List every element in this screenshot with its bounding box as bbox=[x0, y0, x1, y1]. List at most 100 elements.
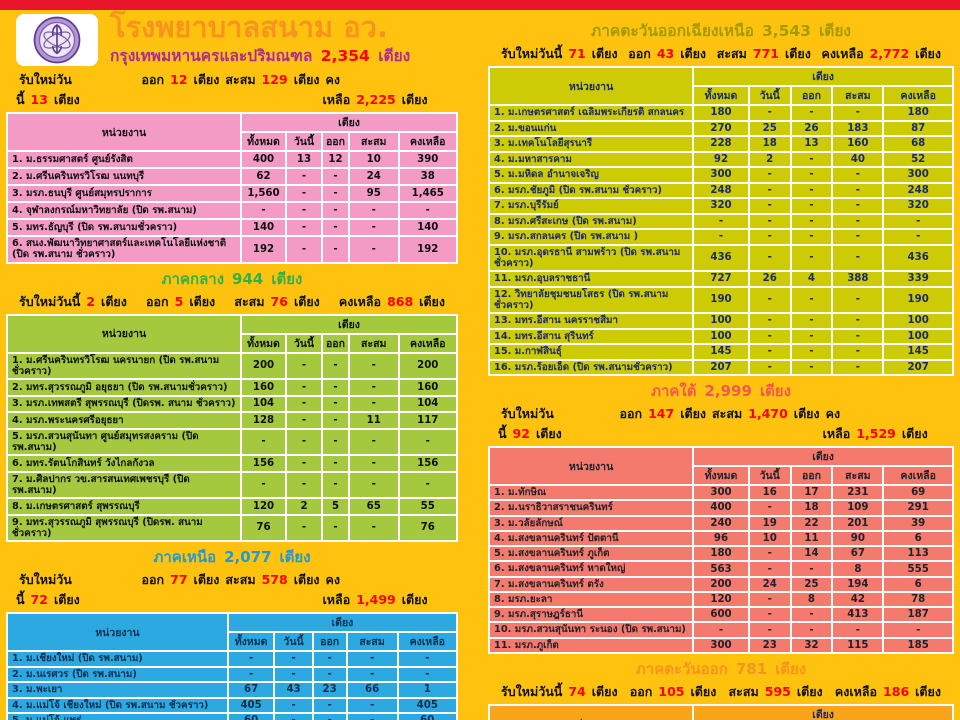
unit-name-cell: 16. มรภ.ร้อยเอ็ด (ปิด รพ.สนามชั่วคราว) bbox=[487, 358, 695, 377]
heading-suffix: เตียง bbox=[271, 269, 303, 288]
stat-new: รับใหม่วันนี้ 74 เตียง bbox=[498, 682, 621, 702]
region-heading: ภาคตะวันออก 781 เตียง bbox=[488, 657, 954, 681]
unit-name-cell: 5. ม.สงขลานครินทร์ ภูเก็ต bbox=[487, 545, 695, 563]
beds-value-cell: 40 bbox=[831, 150, 885, 168]
region-east: ภาคตะวันออก 781 เตียง รับใหม่วันนี้ 74 เตียง… bbox=[487, 655, 954, 720]
beds-value-cell: - bbox=[747, 545, 792, 563]
stat-value: 71 bbox=[568, 46, 586, 61]
unit-name-cell: 10. มรภ.อุดรธานี สามพร้าว (ปิด รพ.สนาม ช… bbox=[487, 243, 695, 273]
region-central: ภาคกลาง 944 เตียง รับใหม่วันนี้ 2 เตียง ออก 5 เ… bbox=[6, 265, 458, 543]
table-row: 13. มทร.อีสาน นครราชสีมา 100- - -100 bbox=[487, 312, 954, 330]
beds-value-cell: - bbox=[321, 513, 350, 543]
beds-value-cell: 563 bbox=[692, 560, 750, 578]
heading-beds: 944 bbox=[232, 269, 264, 288]
unit-name-cell: 6. สนง.พัฒนาวิทยาศาสตร์และเทคโนโลยีแห่งช… bbox=[6, 235, 242, 264]
heading-beds: 781 bbox=[735, 659, 768, 678]
col-header: วันนี้ bbox=[273, 631, 314, 653]
beds-value-cell: 11 bbox=[789, 529, 834, 548]
beds-value-cell: - bbox=[345, 712, 399, 720]
beds-value-cell: 78 bbox=[882, 590, 954, 609]
col-header: คงเหลือ bbox=[882, 85, 954, 106]
beds-value-cell: - bbox=[831, 104, 885, 122]
beds-value-cell: 24 bbox=[348, 167, 400, 186]
region-table: หน่วยงานเตียงทั้งหมดวันนี้ออกสะสมคงเหลือ… bbox=[6, 112, 458, 264]
header-row: หน่วยงานเตียง bbox=[6, 313, 458, 354]
stat-remain: คงเหลือ 1,499 เตียง bbox=[323, 570, 448, 610]
beds-value-cell: 90 bbox=[831, 529, 885, 548]
beds-value-cell: 16 bbox=[747, 484, 792, 502]
stat-label: คงเหลือ bbox=[821, 46, 864, 61]
table-row: 11. มรภ.ภูเก็ต 300 23 32 115 185 bbox=[487, 636, 954, 655]
region-north: ภาคเหนือ 2,077 เตียง รับใหม่วันนี้ 72 เตียงอ… bbox=[6, 543, 459, 720]
unit-name-cell: 1. ม.เชียงใหม่ (ปิด รพ.สนาม) bbox=[6, 650, 229, 668]
beds-value-cell: 192 bbox=[397, 235, 458, 264]
stat-unit: เตียง bbox=[401, 92, 428, 107]
stat-unit: เตียง bbox=[293, 72, 320, 87]
beds-value-cell: 4 bbox=[789, 270, 834, 288]
beds-value-cell: - bbox=[348, 427, 400, 457]
beds-value-cell: 12 bbox=[321, 150, 350, 169]
beds-value-cell: 145 bbox=[882, 343, 954, 361]
beds-value-cell: - bbox=[285, 218, 323, 237]
beds-value-cell: 10 bbox=[348, 150, 400, 169]
beds-value-cell: - bbox=[226, 650, 276, 668]
table-row: 4. ม.สงขลานครินทร์ ปัตตานี 96 10 11 90 6 bbox=[487, 529, 954, 548]
header-row: หน่วยงานเตียง bbox=[487, 446, 954, 487]
beds-value-cell: 14 bbox=[789, 545, 834, 563]
beds-value-cell: - bbox=[831, 285, 885, 315]
table-row: 7. ม.สงขลานครินทร์ ตรัง 200 24 25 194 6 bbox=[487, 575, 954, 593]
stat-remain: คงเหลือ 2,225 เตียง bbox=[323, 70, 448, 110]
unit-name-cell: 2. ม.นเรศวร (ปิด รพ.สนาม) bbox=[6, 665, 229, 684]
unit-name-cell: 9. มรภ.สกลนคร (ปิด รพ.สนาม ) bbox=[487, 228, 695, 246]
beds-value-cell: - bbox=[321, 167, 350, 186]
beds-value-cell: 23 bbox=[747, 636, 792, 655]
heading-label: กรุงเทพมหานครและปริมณฑล bbox=[110, 47, 313, 66]
beds-value-cell: 38 bbox=[397, 167, 458, 186]
beds-value-cell: - bbox=[285, 513, 323, 543]
stat-label: สะสม bbox=[716, 46, 747, 61]
unit-name-cell: 7. ม.สงขลานครินทร์ ตรัง bbox=[487, 575, 695, 593]
stat-value: 2,772 bbox=[869, 46, 910, 61]
beds-value-cell: - bbox=[240, 470, 287, 500]
stat-cum: สะสม 1,470 เตียง bbox=[709, 404, 823, 444]
beds-value-cell: - bbox=[321, 427, 350, 457]
stat-out: ออก 5 เตียง bbox=[143, 292, 218, 312]
stat-unit: เตียง bbox=[53, 92, 80, 107]
col-header: ออก bbox=[311, 631, 348, 653]
beds-value-cell: 104 bbox=[397, 394, 458, 414]
col-header: สะสม bbox=[831, 465, 885, 487]
stat-unit: เตียง bbox=[189, 293, 216, 309]
unit-name-cell: 3. ม.เทคโนโลยีสุรนารี bbox=[487, 135, 695, 153]
beds-value-cell: - bbox=[397, 470, 458, 500]
stat-unit: เตียง bbox=[591, 46, 618, 61]
unit-name-cell: 3. ม.วลัยลักษณ์ bbox=[487, 514, 695, 532]
beds-value-cell: 180 bbox=[692, 545, 750, 563]
beds-value-cell: - bbox=[789, 212, 834, 230]
stat-label: รับใหม่วันนี้ bbox=[498, 406, 554, 442]
stat-value: 771 bbox=[752, 46, 779, 61]
region-table: หน่วยงานเตียงทั้งหมดวันนี้ออกสะสมคงเหลือ… bbox=[487, 446, 954, 655]
stat-out: ออก 147 เตียง bbox=[617, 404, 710, 444]
beds-value-cell: - bbox=[789, 181, 834, 199]
col-header-beds: เตียง bbox=[226, 612, 459, 634]
table-row: 9. มทร.สุวรรณภูมิ สุพรรณบุรี (ปิดรพ. สนา… bbox=[6, 513, 458, 543]
mhesi-logo bbox=[16, 14, 98, 66]
beds-value-cell: 160 bbox=[240, 378, 287, 397]
beds-value-cell: - bbox=[789, 166, 834, 184]
heading-suffix: เตียง bbox=[759, 382, 791, 401]
table-row: 8. มรภ.ยะลา 120-8 42 78 bbox=[487, 590, 954, 609]
beds-value-cell: - bbox=[747, 358, 792, 377]
table-row: 16. มรภ.ร้อยเอ็ด (ปิด รพ.สนามชั่วคราว) 20… bbox=[487, 358, 954, 377]
beds-value-cell: 100 bbox=[882, 327, 954, 346]
mhesi-logo-emblem bbox=[33, 16, 81, 64]
table-row: 3. ม.วลัยลักษณ์ 240 19 22 201 39 bbox=[487, 514, 954, 532]
col-header: ทั้งหมด bbox=[692, 465, 750, 487]
beds-value-cell: - bbox=[831, 312, 885, 330]
beds-value-cell: 17 bbox=[789, 484, 834, 502]
col-header-unit: หน่วยงาน bbox=[487, 66, 695, 106]
beds-value-cell: - bbox=[348, 201, 400, 220]
beds-value-cell: - bbox=[285, 201, 323, 220]
stat-out: ออก 12 เตียง bbox=[139, 70, 223, 110]
unit-name-cell: 2. มทร.สุวรรณภูมิ อยุธยา (ปิด รพ.สนามชั่… bbox=[6, 378, 242, 397]
beds-value-cell: 22 bbox=[789, 514, 834, 532]
